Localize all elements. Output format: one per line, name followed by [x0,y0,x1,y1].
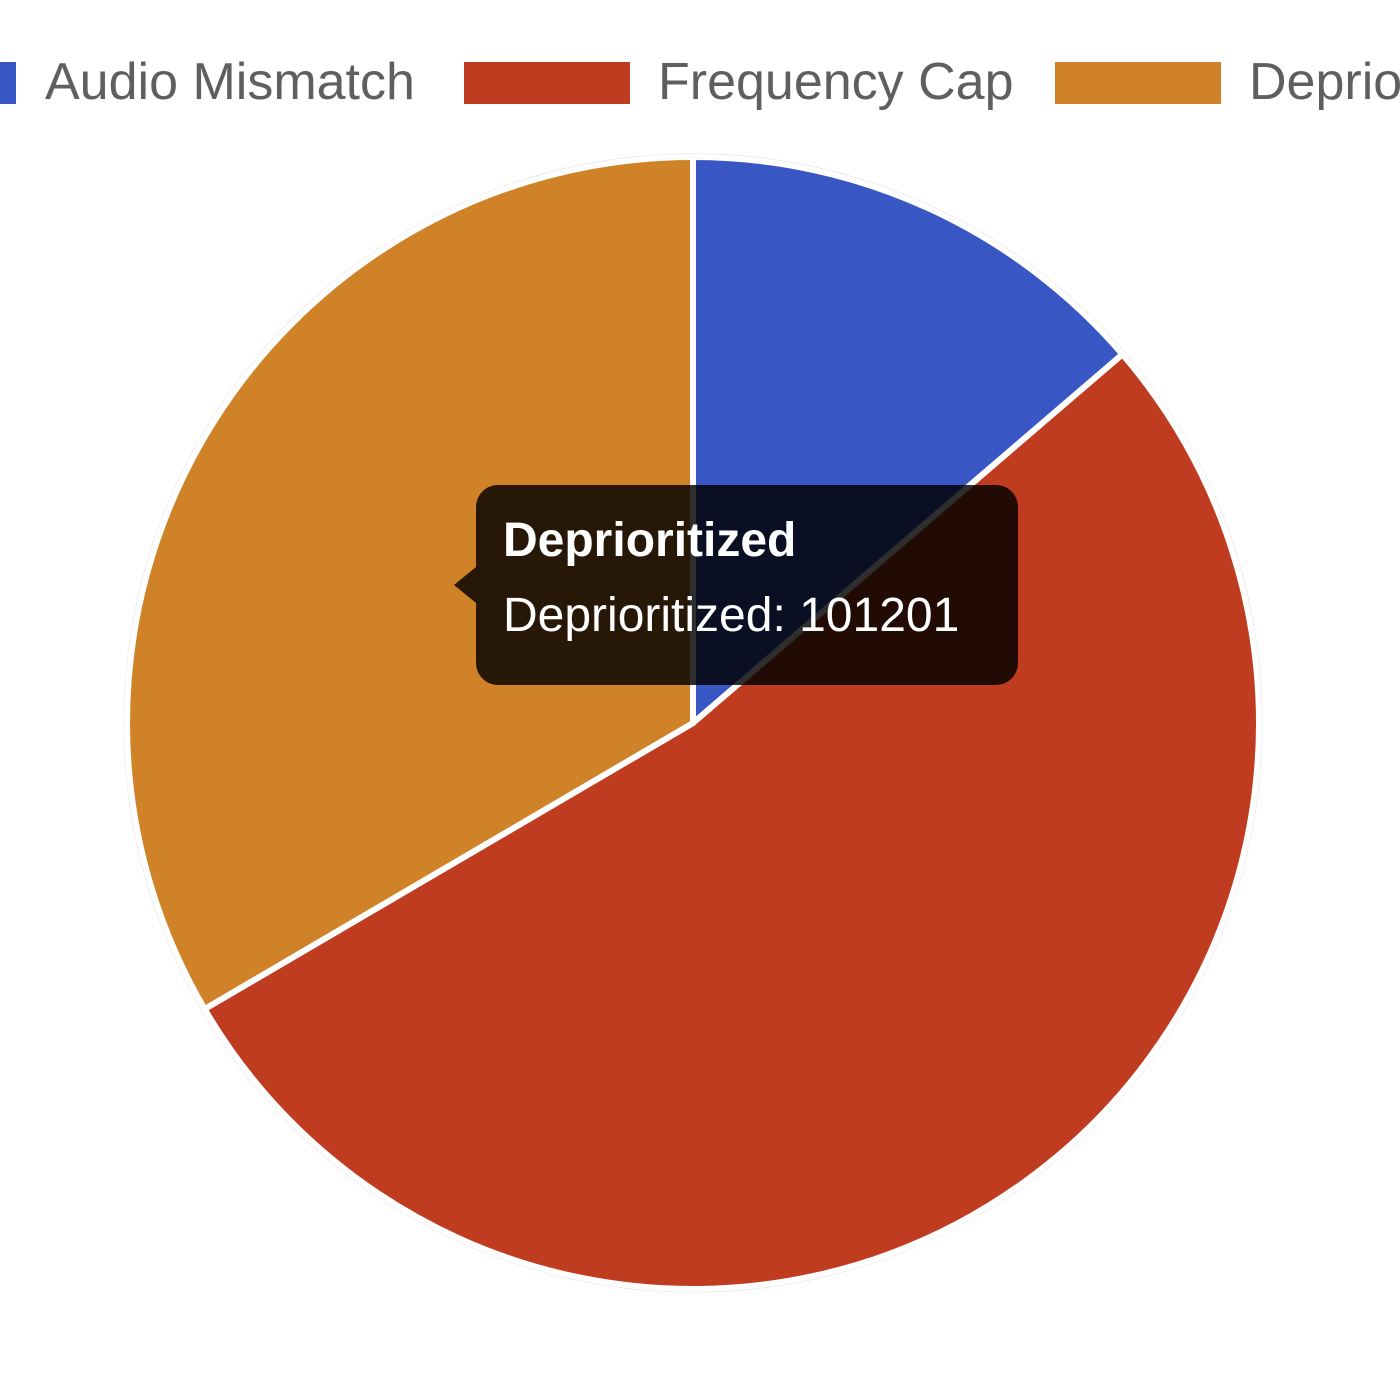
legend-swatch-deprioritized [1055,62,1221,104]
legend-label-deprioritized: Deprioritized [1249,53,1400,111]
legend-label-audio-mismatch: Audio Mismatch [45,53,415,111]
tooltip: Deprioritized Deprioritized: 101201 [454,485,1018,685]
pie-slice-deprioritized[interactable] [124,154,696,1013]
pie-slices [123,153,1263,1293]
legend-swatch-audio-mismatch [0,62,16,104]
legend: Audio Mismatch Frequency Cap Deprioritiz… [0,0,1400,160]
legend-label-frequency-cap: Frequency Cap [658,53,1014,111]
tooltip-body: Deprioritized: 101201 [503,589,960,642]
tooltip-caret [454,567,476,603]
legend-swatch-frequency-cap [464,62,630,104]
tooltip-title: Deprioritized [503,514,797,567]
